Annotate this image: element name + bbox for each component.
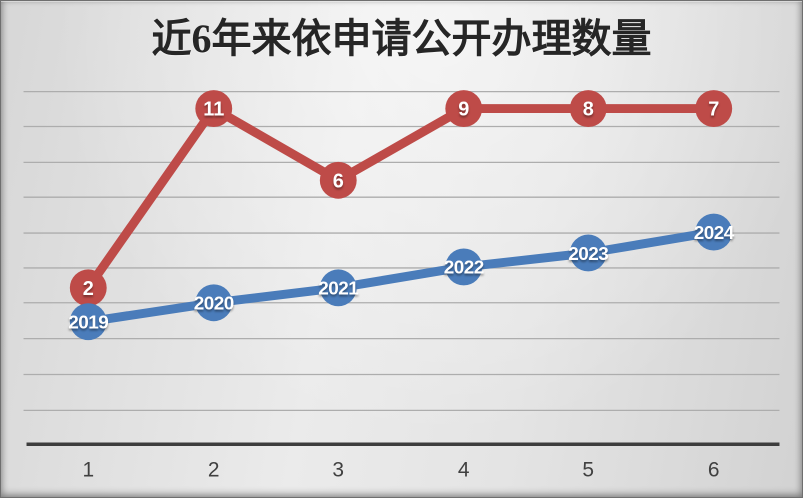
series-0-point-label: 6 bbox=[333, 170, 344, 192]
x-axis-tick-label: 2 bbox=[208, 459, 220, 482]
series-1-point-label: 2021 bbox=[318, 279, 358, 300]
series-1-marker bbox=[69, 303, 107, 341]
series-1-marker bbox=[319, 269, 357, 307]
series-0-marker bbox=[319, 161, 357, 199]
series-1-marker bbox=[195, 284, 233, 322]
x-axis-tick-label: 6 bbox=[708, 459, 720, 482]
series-0-marker bbox=[695, 90, 733, 127]
series-1-point-label: 2020 bbox=[194, 294, 234, 315]
series-0-point-label: 8 bbox=[583, 99, 594, 121]
series-0-point-label: 11 bbox=[203, 99, 224, 121]
series-0-marker bbox=[569, 90, 607, 127]
series-1-point-label: 2022 bbox=[444, 258, 484, 279]
series-1-line bbox=[87, 227, 715, 327]
series-0-line bbox=[84, 104, 714, 291]
series-0-point-label: 2 bbox=[83, 278, 94, 300]
chart-title: 近6年来依申请公开办理数量 bbox=[151, 16, 652, 61]
series-0-point-label: 9 bbox=[458, 99, 469, 121]
series-1-marker bbox=[445, 248, 483, 286]
series-1-marker bbox=[695, 213, 733, 251]
series-1-point-label: 2023 bbox=[568, 244, 608, 265]
series-0-marker bbox=[69, 269, 107, 307]
series-0-marker bbox=[445, 90, 483, 127]
series-1-point-label: 2024 bbox=[694, 223, 735, 244]
x-axis-tick-label: 5 bbox=[582, 459, 594, 482]
series-1-point-label: 2019 bbox=[68, 313, 108, 334]
x-axis-tick-label: 1 bbox=[82, 459, 94, 482]
series-0-marker bbox=[195, 90, 233, 127]
series-1-marker bbox=[569, 234, 607, 272]
series-0-point-label: 7 bbox=[708, 99, 719, 121]
x-axis-tick-label: 3 bbox=[332, 459, 344, 482]
x-axis-tick-label: 4 bbox=[458, 459, 470, 482]
